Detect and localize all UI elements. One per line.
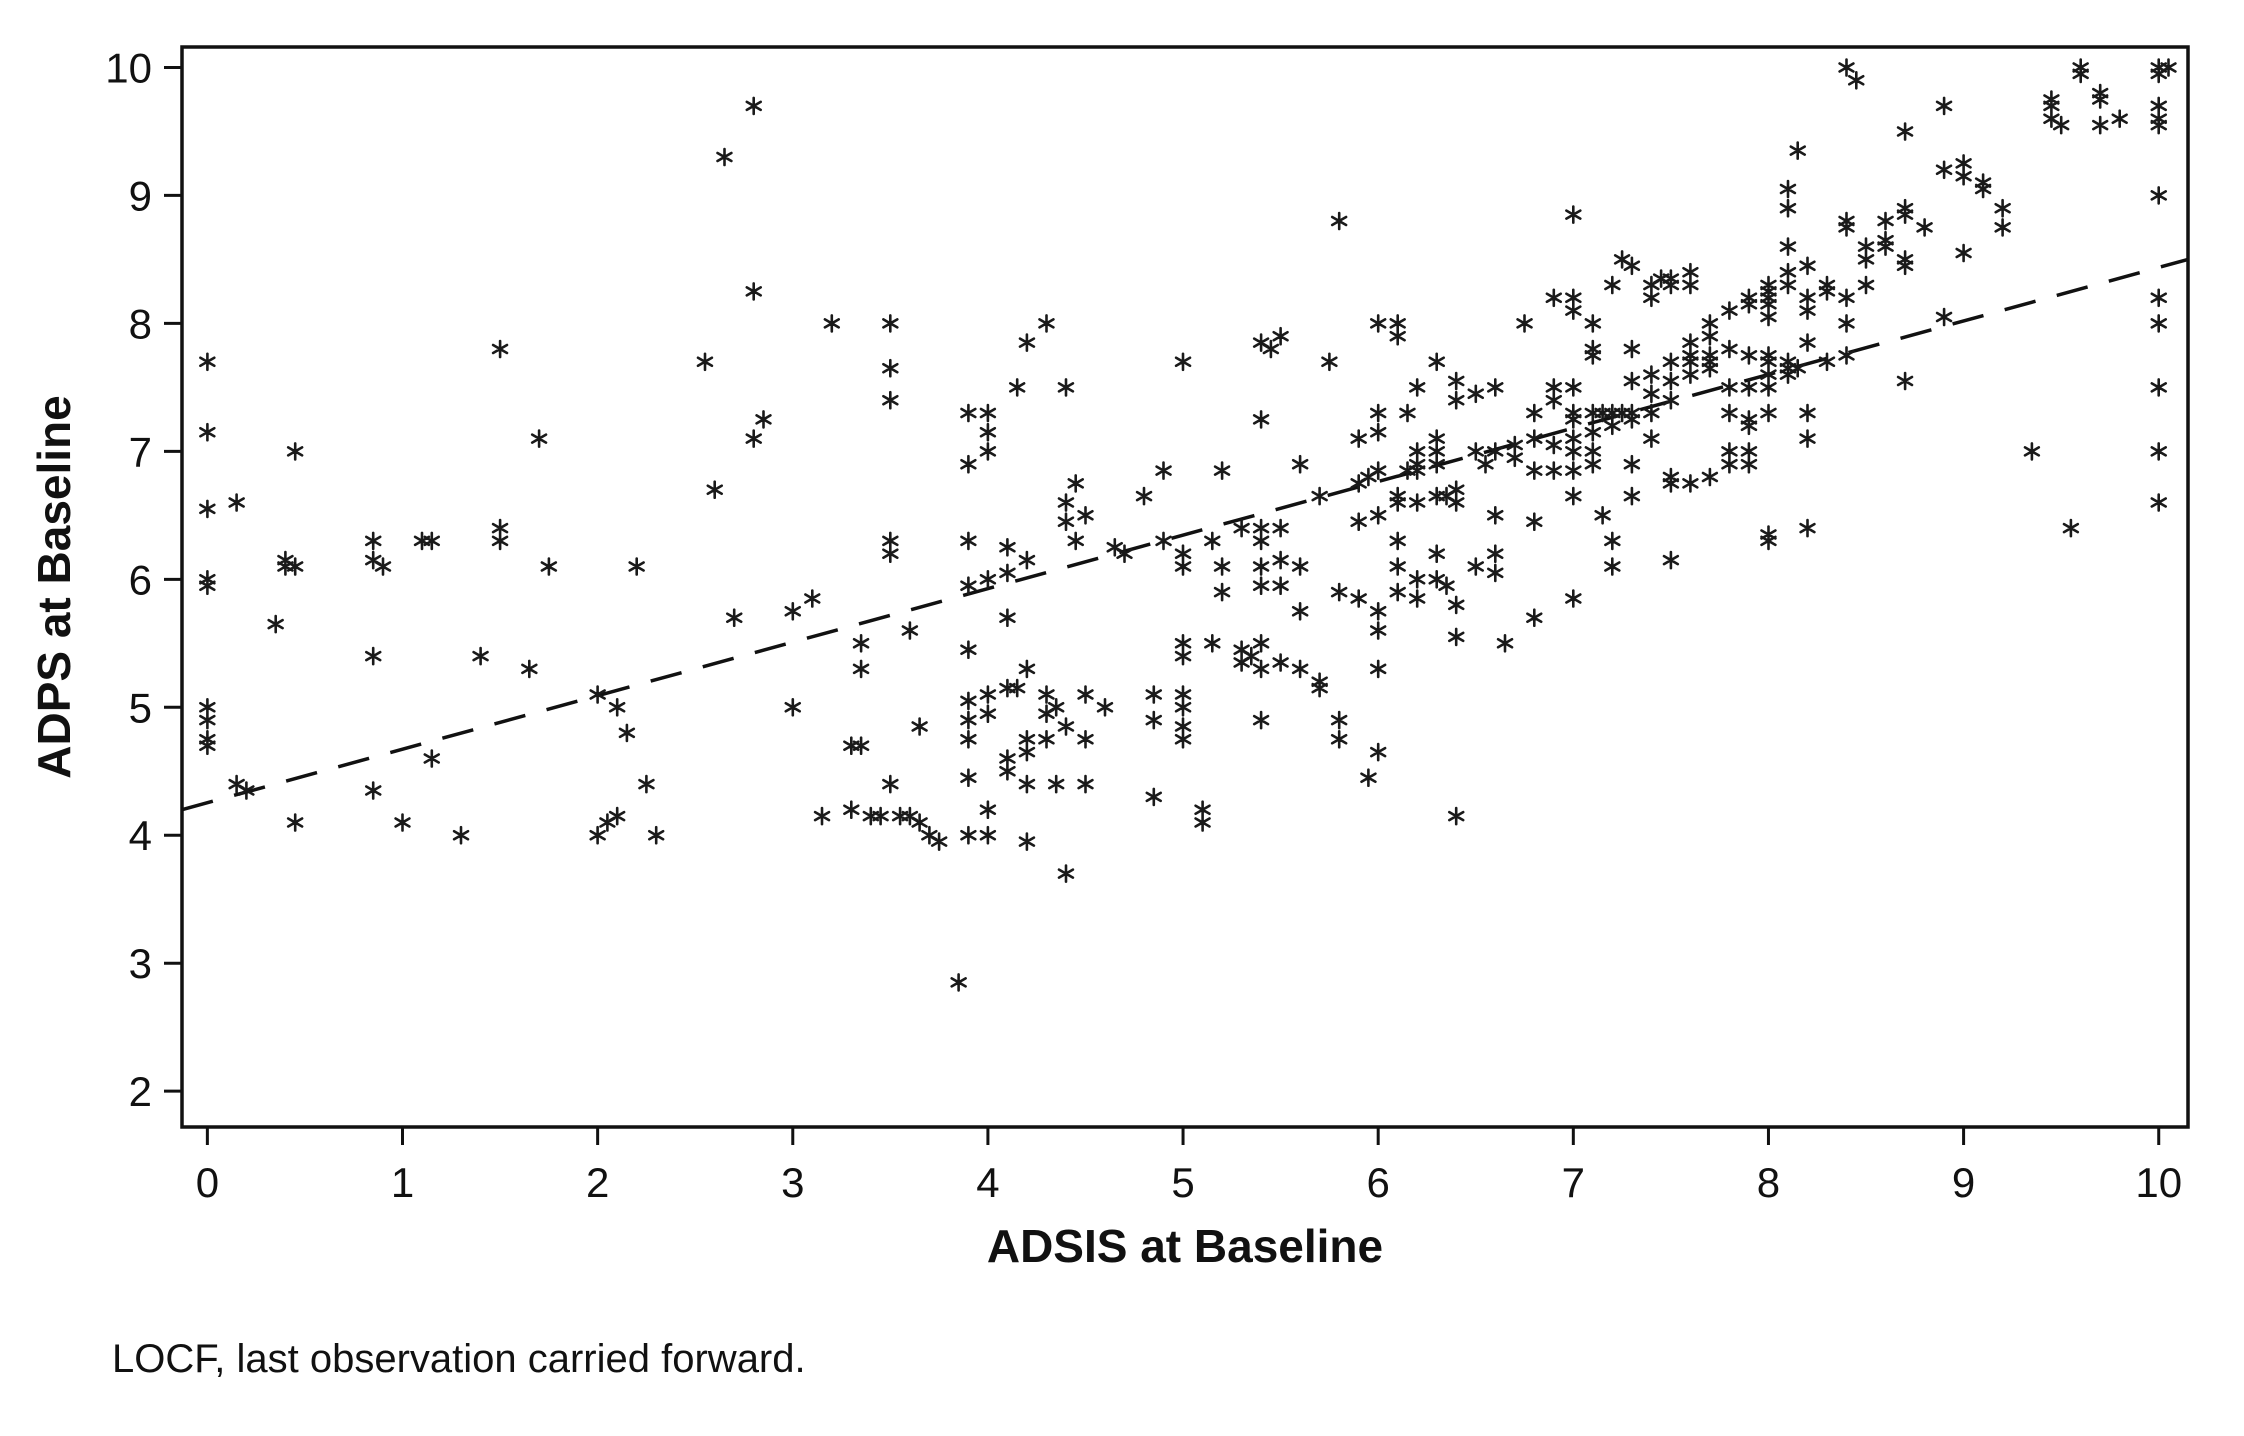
x-tick-label: 6 [1367,1159,1390,1206]
x-tick-label: 5 [1171,1159,1194,1206]
y-tick-label: 3 [129,940,152,987]
x-tick-label: 10 [2135,1159,2182,1206]
x-tick-label: 3 [781,1159,804,1206]
y-tick-label: 7 [129,428,152,475]
x-tick-label: 2 [586,1159,609,1206]
scatter-points [199,58,2177,992]
y-tick-label: 4 [129,812,152,859]
x-tick-label: 9 [1952,1159,1975,1206]
x-tick-label: 4 [976,1159,999,1206]
footnote: LOCF, last observation carried forward. [112,1337,806,1381]
x-tick-label: 1 [391,1159,414,1206]
y-tick-label: 5 [129,684,152,731]
x-tick-label: 0 [196,1159,219,1206]
plot-border [180,45,2190,1129]
y-tick-label: 6 [129,556,152,603]
y-axis-title: ADPS at Baseline [28,395,80,778]
scatter-marker-path [199,58,2177,992]
x-axis-title: ADSIS at Baseline [987,1220,1383,1272]
x-tick-label: 8 [1757,1159,1780,1206]
y-tick-label: 9 [129,172,152,219]
axis-ticks: 0 1 2 3 4 5 6 7 8 9 10 2 3 4 5 6 7 8 9 10 [105,44,2182,1206]
y-tick-label: 8 [129,300,152,347]
x-tick-label: 7 [1562,1159,1585,1206]
y-tick-label: 2 [129,1068,152,1115]
y-tick-label: 10 [105,44,152,91]
